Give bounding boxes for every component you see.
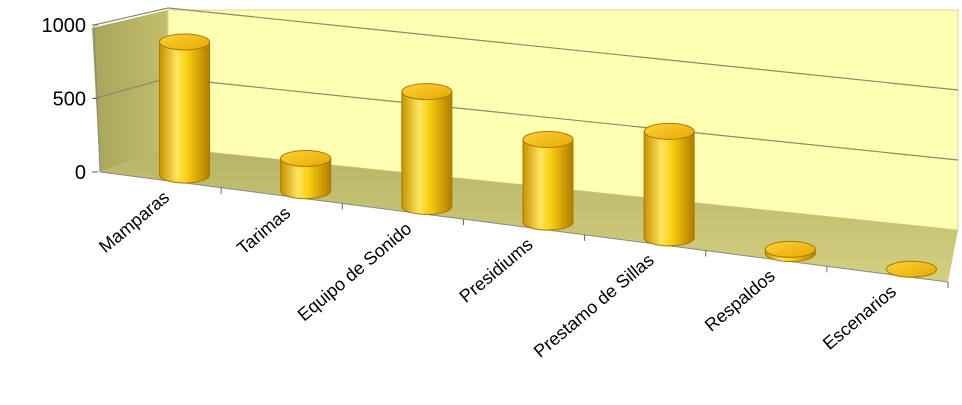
bar-body <box>643 130 695 247</box>
y-tick-label: 1000 <box>42 15 87 37</box>
bar-top <box>764 240 816 258</box>
category-label: Presidiums <box>456 234 537 307</box>
side-wall <box>92 10 168 172</box>
bar-body <box>159 41 211 184</box>
gridline <box>167 77 959 161</box>
category-label: Equipo de Sonido <box>294 218 416 325</box>
bar-top <box>280 149 332 167</box>
gridline-side <box>93 77 169 100</box>
bar-body <box>280 157 332 200</box>
category-label: Tarimas <box>233 203 294 259</box>
x-axis-line <box>99 171 949 283</box>
bar-body <box>522 139 574 231</box>
y-tick-label: 0 <box>75 162 86 184</box>
bars <box>159 33 937 278</box>
bar-top <box>643 122 695 140</box>
value-axis: 0 500 1000 <box>42 15 949 288</box>
category-label: Prestamo de Sillas <box>530 250 658 362</box>
category-label: Escenarios <box>819 281 900 354</box>
gridline-side <box>93 7 169 26</box>
y-tick-label: 500 <box>53 89 86 111</box>
category-label: Respaldos <box>701 265 779 335</box>
bar-top <box>159 33 211 51</box>
y-axis-line <box>93 24 101 173</box>
gridline <box>167 7 959 91</box>
bar-top <box>522 131 574 149</box>
category-label: Mamparas <box>95 187 173 257</box>
gridlines <box>93 7 959 161</box>
bar-top <box>401 83 453 101</box>
bar-body <box>401 91 453 215</box>
bar-top <box>885 260 937 278</box>
